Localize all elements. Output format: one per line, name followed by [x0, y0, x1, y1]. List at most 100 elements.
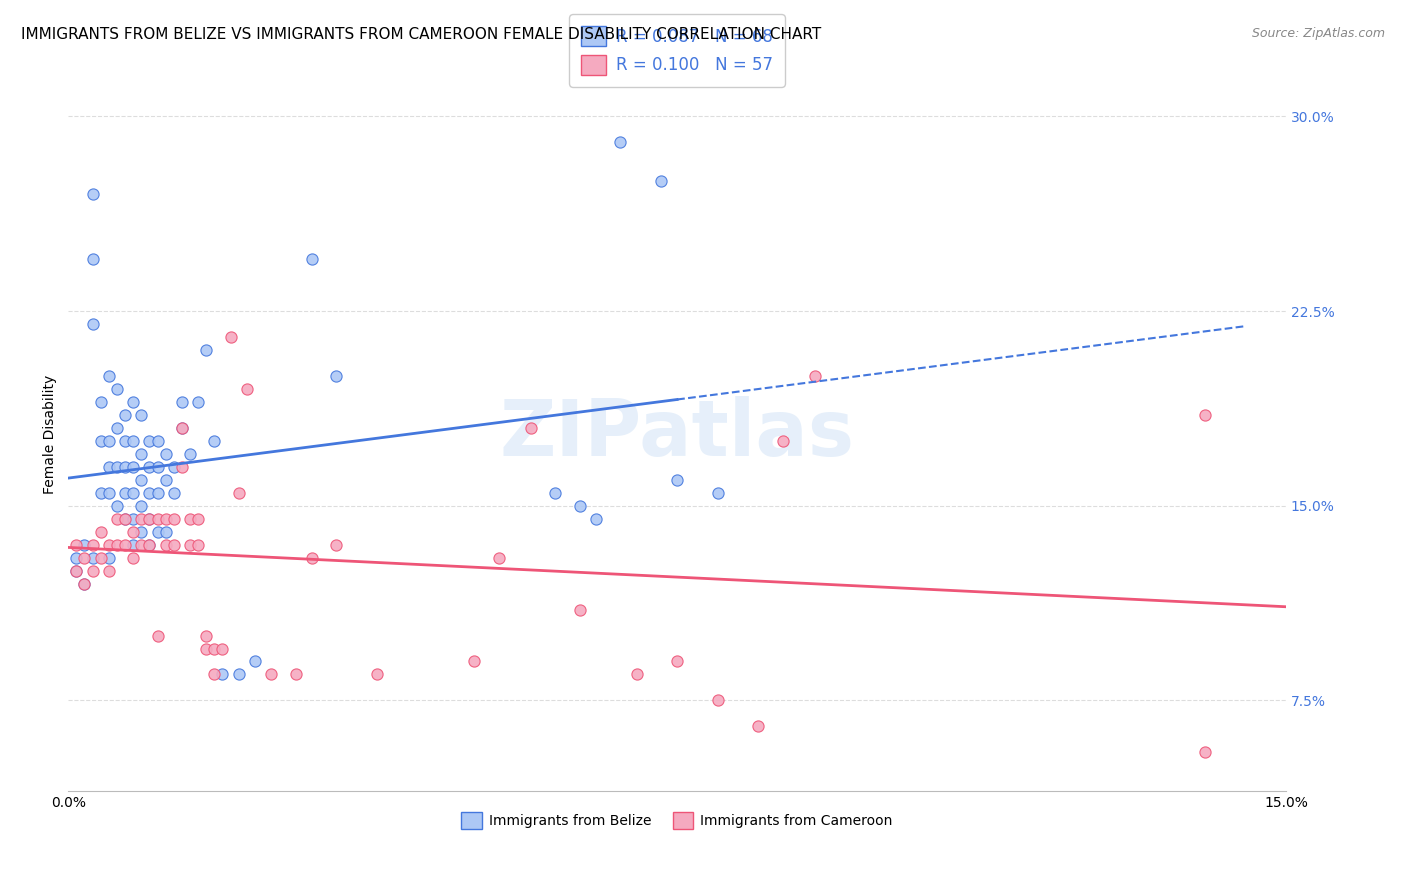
Point — [122, 485, 145, 500]
Point — [105, 421, 128, 435]
Point — [122, 434, 145, 448]
Point — [138, 434, 160, 448]
Point — [73, 550, 96, 565]
Point — [97, 459, 120, 474]
Text: Source: ZipAtlas.com: Source: ZipAtlas.com — [1251, 27, 1385, 40]
Point — [105, 512, 128, 526]
Point — [90, 434, 112, 448]
Point — [666, 655, 689, 669]
Point — [73, 576, 96, 591]
Point — [82, 252, 104, 267]
Point — [568, 602, 591, 616]
Point — [1194, 408, 1216, 422]
Point — [155, 524, 177, 539]
Point — [706, 693, 728, 707]
Point — [97, 538, 120, 552]
Point — [122, 512, 145, 526]
Point — [211, 667, 233, 681]
Point — [114, 408, 136, 422]
Point — [105, 382, 128, 396]
Point — [105, 459, 128, 474]
Point — [138, 485, 160, 500]
Point — [122, 395, 145, 409]
Point — [122, 538, 145, 552]
Point — [585, 512, 607, 526]
Point — [90, 524, 112, 539]
Point — [236, 382, 259, 396]
Point — [97, 485, 120, 500]
Point — [90, 550, 112, 565]
Point — [170, 421, 193, 435]
Point — [804, 368, 827, 383]
Point — [129, 512, 152, 526]
Point — [129, 408, 152, 422]
Point — [544, 485, 567, 500]
Point — [122, 524, 145, 539]
Point — [170, 421, 193, 435]
Point — [243, 655, 266, 669]
Point — [114, 512, 136, 526]
Point — [463, 655, 485, 669]
Point — [138, 538, 160, 552]
Point — [195, 343, 218, 357]
Point — [163, 538, 186, 552]
Point — [82, 538, 104, 552]
Point — [195, 641, 218, 656]
Point — [129, 538, 152, 552]
Point — [129, 473, 152, 487]
Point — [155, 512, 177, 526]
Point — [114, 485, 136, 500]
Point — [568, 499, 591, 513]
Point — [138, 459, 160, 474]
Point — [146, 512, 169, 526]
Point — [129, 499, 152, 513]
Point — [90, 395, 112, 409]
Point — [187, 512, 209, 526]
Text: ZIPatlas: ZIPatlas — [499, 396, 855, 473]
Point — [187, 395, 209, 409]
Point — [146, 459, 169, 474]
Point — [228, 485, 250, 500]
Point — [146, 628, 169, 642]
Point — [179, 538, 201, 552]
Point — [82, 550, 104, 565]
Point — [65, 564, 87, 578]
Point — [488, 550, 510, 565]
Point — [65, 564, 87, 578]
Text: IMMIGRANTS FROM BELIZE VS IMMIGRANTS FROM CAMEROON FEMALE DISABILITY CORRELATION: IMMIGRANTS FROM BELIZE VS IMMIGRANTS FRO… — [21, 27, 821, 42]
Point — [170, 395, 193, 409]
Point — [146, 434, 169, 448]
Point — [114, 434, 136, 448]
Point — [163, 459, 186, 474]
Point — [706, 485, 728, 500]
Point — [228, 667, 250, 681]
Legend: Immigrants from Belize, Immigrants from Cameroon: Immigrants from Belize, Immigrants from … — [456, 806, 898, 834]
Point — [138, 512, 160, 526]
Point — [163, 485, 186, 500]
Point — [114, 459, 136, 474]
Point — [163, 512, 186, 526]
Point — [202, 641, 225, 656]
Point — [301, 550, 323, 565]
Point — [82, 564, 104, 578]
Point — [219, 330, 242, 344]
Point — [202, 667, 225, 681]
Point — [146, 524, 169, 539]
Point — [284, 667, 307, 681]
Point — [138, 512, 160, 526]
Point — [114, 512, 136, 526]
Point — [747, 719, 769, 733]
Point — [146, 485, 169, 500]
Point — [82, 187, 104, 202]
Point — [129, 447, 152, 461]
Point — [155, 447, 177, 461]
Point — [187, 538, 209, 552]
Point — [195, 628, 218, 642]
Point — [155, 538, 177, 552]
Point — [650, 174, 672, 188]
Point — [105, 538, 128, 552]
Point — [609, 136, 631, 150]
Point — [170, 459, 193, 474]
Point — [155, 473, 177, 487]
Point — [73, 576, 96, 591]
